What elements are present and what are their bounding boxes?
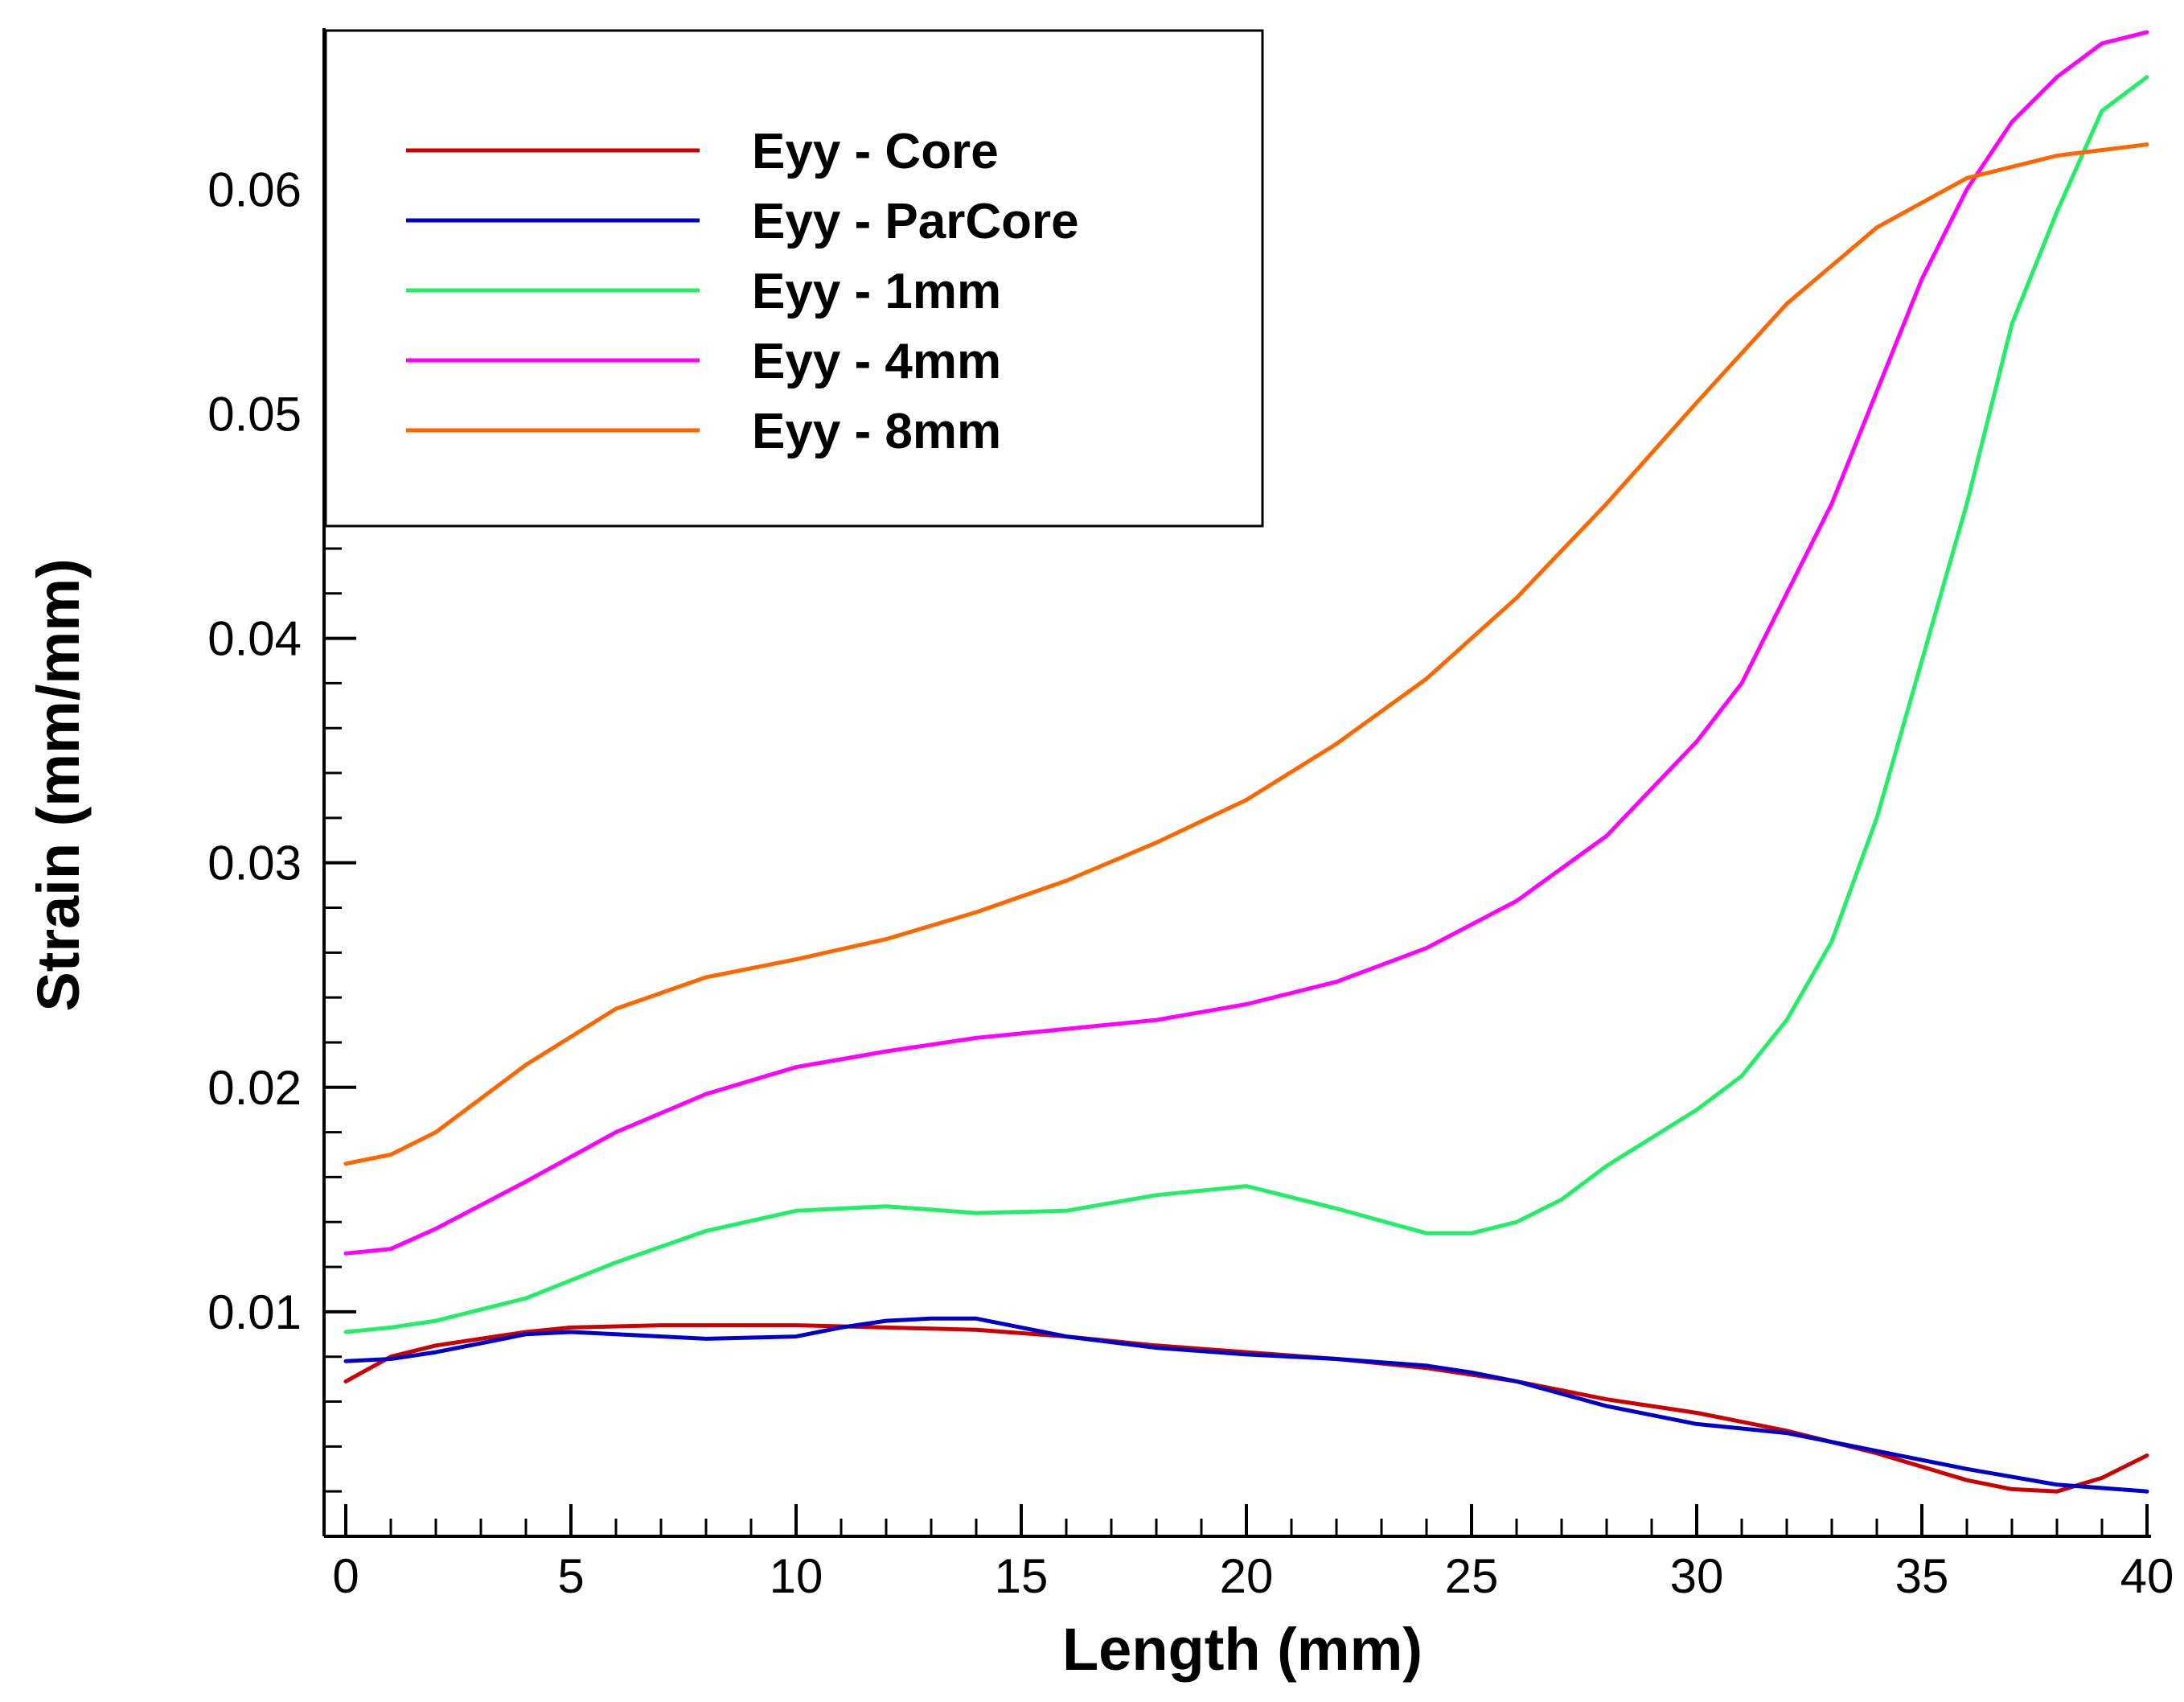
legend-items: Eyy - Core Eyy - ParCore Eyy - 1mm Eyy - 4m… — [406, 124, 1079, 459]
axes-layer: 0 5 10 15 20 25 30 35 40 0.01 0.02 0.03 0.04 0.05 0.06 — [207, 28, 2174, 1603]
x-tick-label: 30 — [1670, 1549, 1724, 1603]
y-tick-label: 0.05 — [207, 387, 302, 441]
series-line-2 — [343, 75, 2149, 1334]
series-line-3 — [343, 30, 2149, 1256]
legend-box — [324, 29, 1264, 528]
legend-label-0: Eyy - Core — [752, 124, 999, 179]
y-tick-label: 0.04 — [207, 612, 302, 666]
x-tick-label: 0 — [332, 1549, 359, 1603]
x-tick-label: 15 — [995, 1549, 1049, 1603]
x-tick-label: 10 — [770, 1549, 823, 1603]
x-tick-label: 5 — [557, 1549, 584, 1603]
y-tick-label: 0.03 — [207, 837, 302, 890]
legend-label-4: Eyy - 8mm — [752, 404, 1001, 459]
series-line-0 — [343, 1323, 2149, 1494]
legend-label-3: Eyy - 4mm — [752, 334, 1001, 389]
x-tick-label: 20 — [1220, 1549, 1274, 1603]
series-line-1 — [343, 1316, 2149, 1494]
legend-label-2: Eyy - 1mm — [752, 264, 1001, 319]
legend-label-1: Eyy - ParCore — [752, 194, 1079, 249]
x-tick-label: 40 — [2120, 1549, 2174, 1603]
x-tick-label: 35 — [1895, 1549, 1949, 1603]
series-line-4 — [343, 142, 2149, 1166]
y-axis-title: Strain (mm/mm) — [25, 558, 92, 1011]
x-tick-label: 25 — [1445, 1549, 1499, 1603]
y-tick-label: 0.02 — [207, 1061, 302, 1115]
legend: Eyy - Core Eyy - ParCore Eyy - 1mm Eyy - 4m… — [324, 29, 1264, 528]
y-tick-label: 0.01 — [207, 1285, 302, 1339]
x-axis-title: Length (mm) — [1062, 1616, 1422, 1683]
series-layer — [343, 30, 2149, 1494]
y-tick-label: 0.06 — [207, 162, 302, 216]
